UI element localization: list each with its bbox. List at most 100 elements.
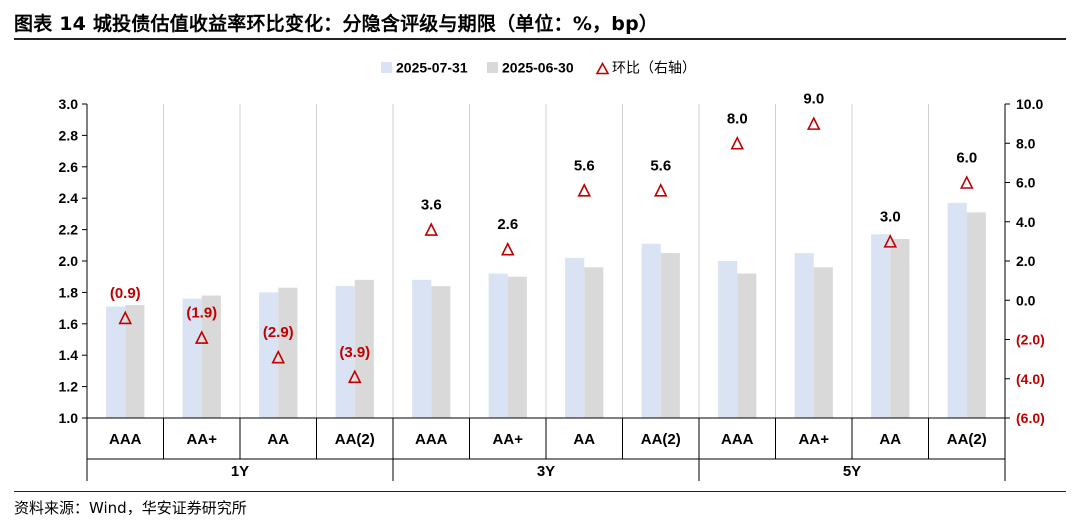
left-axis-tick-label: 2.2 — [59, 222, 79, 238]
right-axis: (6.0) (4.0) (2.0) 0.0 2.0 4.0 6.0 8.0 10.0 — [1005, 96, 1045, 426]
bar-2025-07-31 — [412, 279, 432, 418]
bar-2025-07-31 — [488, 273, 508, 418]
bar-2025-06-30 — [278, 287, 298, 418]
bar-2025-06-30 — [584, 267, 604, 418]
bar-2025-06-30 — [125, 304, 145, 418]
bar-marks — [106, 202, 986, 418]
change-value-label: 6.0 — [956, 150, 977, 167]
left-axis-tick-label: 2.4 — [59, 190, 79, 206]
left-axis-tick-label: 1.0 — [59, 410, 79, 426]
right-axis-tick-label: (4.0) — [1016, 371, 1045, 387]
bar-2025-06-30 — [354, 279, 374, 418]
right-axis-tick-label: (2.0) — [1016, 332, 1045, 348]
legend-label-june: 2025-06-30 — [502, 60, 574, 76]
bar-2025-06-30 — [660, 253, 680, 418]
change-marker — [883, 234, 898, 248]
rating-label: AA(2) — [947, 431, 987, 448]
change-value-label: 3.0 — [880, 208, 901, 225]
left-axis-tick-label: 1.4 — [59, 347, 79, 363]
bar-2025-07-31 — [718, 261, 738, 418]
change-value-label: 5.6 — [574, 157, 595, 174]
change-marker — [730, 135, 745, 150]
change-value-label: 8.0 — [727, 110, 748, 127]
bar-2025-06-30 — [890, 239, 910, 418]
legend-label-change: 环比（右轴） — [612, 60, 696, 76]
change-markers: (0.9) (1.9) (2.9) (3.9) 3.6 2.6 5.6 5.6 8.0 9.0 3.… — [110, 91, 977, 384]
legend-marker-change — [595, 61, 610, 75]
term-label: 3Y — [537, 463, 555, 480]
right-axis-tick-label: (6.0) — [1016, 410, 1045, 426]
change-marker — [194, 330, 209, 344]
rating-label: AA — [267, 431, 289, 448]
left-axis: 1.0 1.2 1.4 1.6 1.8 2.0 2.2 2.4 2.6 2.8 3.0 — [59, 96, 87, 426]
rating-label: AAA — [415, 431, 448, 448]
change-marker — [118, 310, 133, 325]
change-value-label: 2.6 — [497, 216, 518, 233]
left-axis-tick-label: 1.2 — [59, 379, 79, 395]
change-marker — [653, 183, 668, 197]
category-labels: AAA AA+ AA AA(2) AAA AA+ AA AA(2) AAA AA+ AA AA(2) 1… — [109, 431, 987, 480]
legend-swatch-june — [487, 62, 498, 73]
bar-2025-07-31 — [947, 202, 967, 418]
change-value-label: 3.6 — [421, 197, 442, 214]
left-axis-tick-label: 3.0 — [59, 96, 79, 112]
bar-2025-07-31 — [182, 298, 202, 418]
term-label: 5Y — [843, 463, 861, 480]
change-marker — [424, 222, 439, 236]
axis-lines — [86, 104, 1006, 481]
right-axis-tick-label: 10.0 — [1016, 96, 1043, 112]
rating-label: AA(2) — [641, 431, 681, 448]
right-axis-tick-label: 2.0 — [1016, 253, 1036, 269]
change-value-label: (3.9) — [339, 344, 370, 361]
change-marker — [577, 183, 592, 197]
change-value-label: 9.0 — [803, 91, 824, 108]
bar-2025-07-31 — [335, 286, 355, 418]
bar-2025-06-30 — [813, 267, 833, 418]
source-note: 资料来源：Wind，华安证券研究所 — [14, 499, 247, 517]
bar-2025-06-30 — [507, 276, 527, 418]
bar-2025-07-31 — [259, 292, 279, 418]
bar-2025-07-31 — [794, 253, 814, 418]
right-axis-tick-label: 0.0 — [1016, 292, 1036, 308]
right-axis-tick-label: 8.0 — [1016, 135, 1036, 151]
left-axis-tick-label: 2.8 — [59, 127, 79, 143]
bar-2025-07-31 — [871, 234, 891, 418]
rating-label: AA(2) — [335, 431, 375, 448]
legend-swatch-july — [381, 62, 392, 73]
change-value-label: 5.6 — [650, 157, 671, 174]
change-marker — [500, 241, 515, 256]
legend-label-july: 2025-07-31 — [396, 60, 468, 76]
bar-2025-06-30 — [431, 286, 451, 418]
change-value-label: (2.9) — [263, 324, 294, 341]
rating-label: AA+ — [187, 431, 218, 448]
change-marker — [347, 369, 362, 384]
rating-label: AA — [879, 431, 901, 448]
left-axis-tick-label: 1.6 — [59, 316, 79, 332]
rating-label: AAA — [721, 431, 754, 448]
bar-chart: 2025-07-31 2025-06-30 环比（右轴） 1.01.21.41.… — [59, 60, 1045, 481]
bar-2025-07-31 — [106, 306, 126, 418]
rating-label: AA+ — [493, 431, 524, 448]
legend: 2025-07-31 2025-06-30 环比（右轴） — [381, 60, 696, 76]
rating-label: AA — [573, 431, 595, 448]
left-axis-tick-label: 2.0 — [59, 253, 79, 269]
bar-2025-07-31 — [565, 257, 585, 418]
change-value-label: (1.9) — [186, 305, 217, 322]
rating-label: AA+ — [799, 431, 830, 448]
change-marker — [806, 116, 821, 130]
footer-divider — [14, 491, 1066, 492]
title-divider — [14, 38, 1066, 40]
change-marker — [271, 349, 286, 364]
bar-2025-06-30 — [966, 212, 986, 418]
bar-2025-06-30 — [201, 295, 221, 418]
change-marker — [959, 175, 974, 189]
right-axis-tick-label: 6.0 — [1016, 175, 1036, 191]
bar-2025-07-31 — [641, 243, 661, 418]
rating-label: AAA — [109, 431, 142, 448]
term-label: 1Y — [231, 463, 249, 480]
left-axis-tick-label: 1.8 — [59, 284, 79, 300]
bar-2025-06-30 — [737, 273, 757, 418]
right-axis-tick-label: 4.0 — [1016, 214, 1036, 230]
change-value-label: (0.9) — [110, 285, 141, 302]
left-axis-tick-label: 2.6 — [59, 159, 79, 175]
